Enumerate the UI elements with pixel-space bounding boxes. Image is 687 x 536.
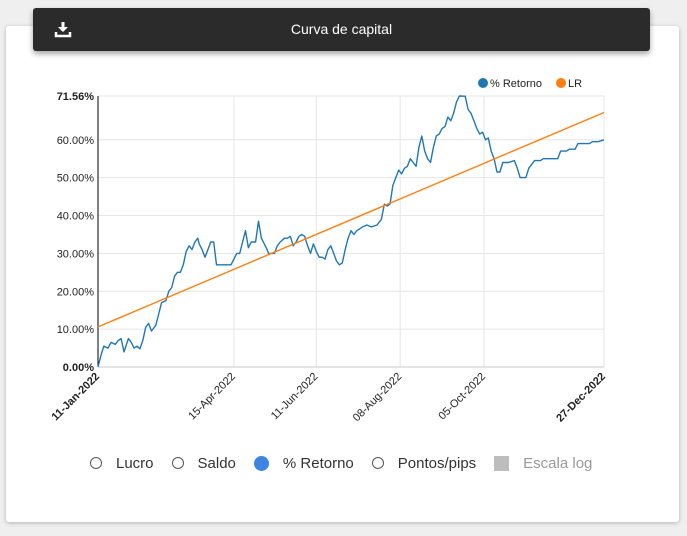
display-mode-controls: Lucro Saldo % Retorno Pontos/pips Escala… bbox=[90, 452, 610, 474]
legend-label: % Retorno bbox=[490, 78, 542, 90]
checkbox-escala-log[interactable] bbox=[494, 455, 510, 471]
y-tick-label: 50.00% bbox=[57, 173, 95, 185]
y-tick-label: 40.00% bbox=[57, 211, 95, 223]
x-tick-label: 27-Dec-2022 bbox=[554, 371, 608, 425]
x-tick-label: 15-Apr-2022 bbox=[186, 371, 238, 423]
option-saldo[interactable]: Saldo bbox=[171, 454, 236, 472]
radio-saldo[interactable] bbox=[171, 457, 184, 469]
chart-header: Curva de capital bbox=[33, 8, 650, 51]
option-pontos-pips[interactable]: Pontos/pips bbox=[371, 454, 477, 472]
x-tick-label: 11-Jan-2022 bbox=[50, 371, 103, 424]
legend-marker bbox=[478, 78, 488, 88]
radio-pontos-pips[interactable] bbox=[371, 457, 384, 469]
axes-layer: 0.00% 10.00% 20.00% 30.00% 40.00% 50.00% 60.00… bbox=[50, 91, 609, 425]
option-label: % Retorno bbox=[282, 454, 354, 472]
y-tick-label: 30.00% bbox=[57, 248, 95, 260]
retorno-series-line bbox=[97, 95, 605, 368]
legend[interactable]: % Retorno LR bbox=[478, 78, 582, 90]
option-label: Pontos/pips bbox=[397, 454, 477, 472]
x-tick-label: 05-Oct-2022 bbox=[436, 371, 488, 423]
option-label: Saldo bbox=[197, 454, 236, 472]
download-icon[interactable] bbox=[53, 19, 73, 39]
y-tick-label: 10.00% bbox=[57, 324, 95, 336]
option-label: Escala log bbox=[523, 454, 593, 472]
radio-retorno[interactable] bbox=[253, 455, 269, 471]
legend-label: LR bbox=[568, 78, 582, 90]
option-label: Lucro bbox=[116, 454, 154, 472]
x-tick-label: 08-Aug-2022 bbox=[351, 371, 404, 424]
lr-series-line bbox=[97, 111, 605, 328]
chart-card bbox=[6, 26, 679, 522]
option-retorno[interactable]: % Retorno bbox=[253, 454, 354, 472]
legend-marker bbox=[556, 78, 566, 88]
y-tick-label: 71.56% bbox=[57, 91, 95, 103]
x-tick-label: 11-Jun-2022 bbox=[269, 371, 321, 423]
chart-title: Curva de capital bbox=[290, 21, 393, 37]
option-escala-log[interactable]: Escala log bbox=[494, 455, 592, 472]
y-tick-label: 60.00% bbox=[57, 135, 95, 147]
y-tick-label: 20.00% bbox=[57, 286, 95, 298]
series-layer bbox=[97, 95, 605, 368]
option-lucro[interactable]: Lucro bbox=[90, 455, 154, 472]
y-tick-label: 0.00% bbox=[63, 362, 94, 374]
radio-lucro[interactable] bbox=[90, 457, 102, 469]
